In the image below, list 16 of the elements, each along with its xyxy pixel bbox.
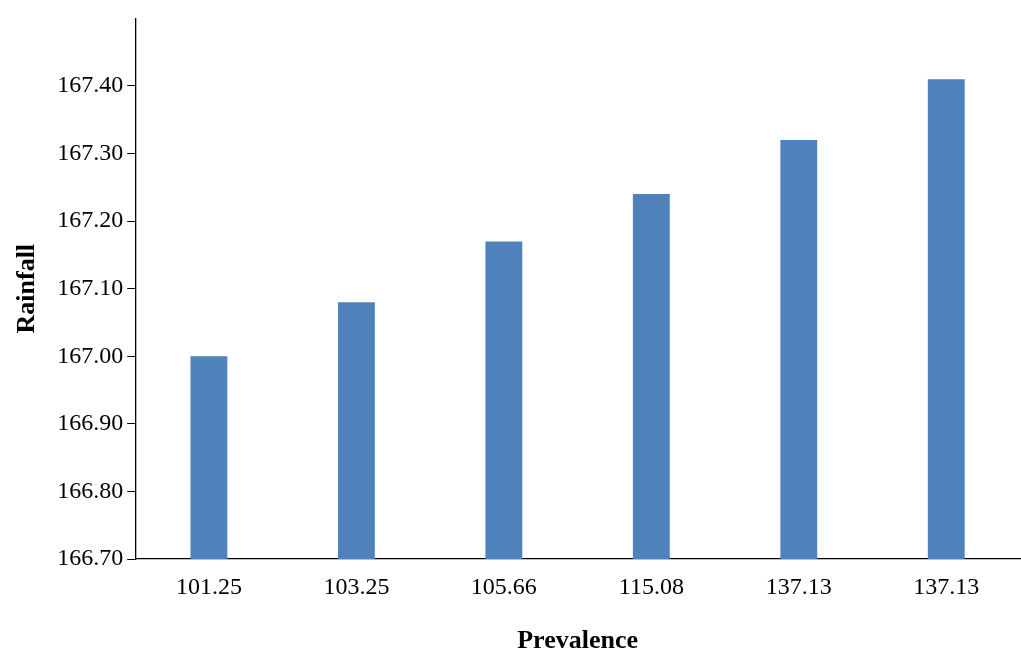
y-tick-label: 167.00	[57, 341, 124, 368]
y-tick-label: 166.70	[57, 544, 124, 571]
y-tick-label: 167.40	[57, 71, 124, 98]
y-axis-title: Rainfall	[11, 243, 41, 334]
y-tick-label: 167.20	[57, 206, 124, 233]
x-tick-label: 137.13	[765, 572, 832, 599]
y-tick-label: 167.30	[57, 138, 124, 165]
x-tick-label: 105.66	[470, 572, 537, 599]
x-axis-title: Prevalence	[517, 625, 638, 655]
y-tick-label: 167.10	[57, 274, 124, 300]
x-tick-label: 137.13	[913, 572, 980, 599]
x-tick-label: 103.25	[323, 572, 390, 599]
x-tick-label: 101.25	[175, 572, 242, 599]
x-tick-label: 115.08	[618, 572, 684, 599]
y-tick-label: 166.80	[57, 476, 124, 503]
y-tick-label: 166.90	[57, 409, 124, 436]
